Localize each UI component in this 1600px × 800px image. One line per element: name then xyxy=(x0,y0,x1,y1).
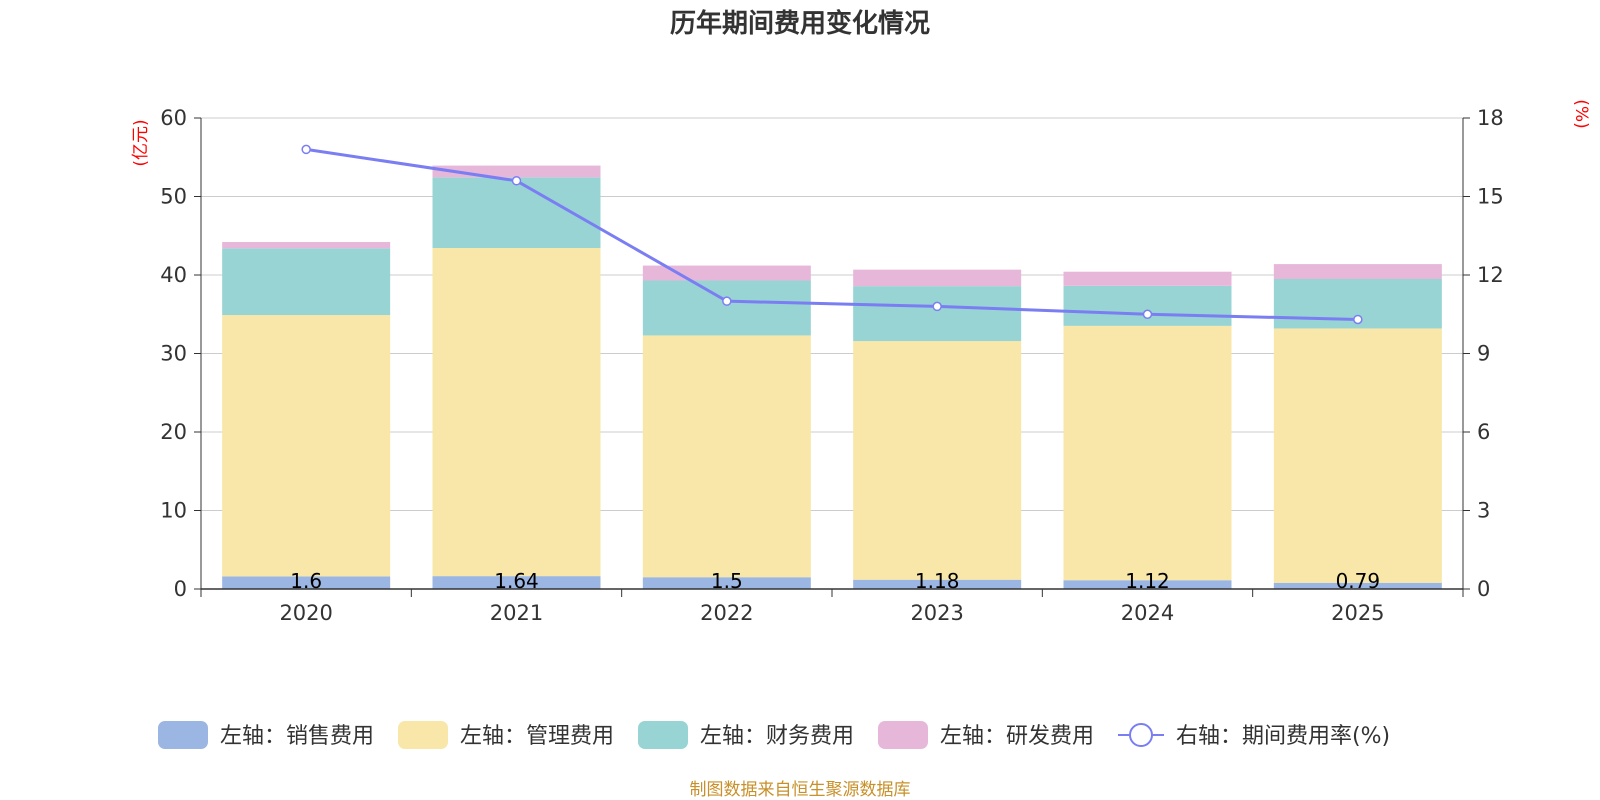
axes: 0 10 20 30 40 50 60 0 3 6 9 12 15 18 2020 2021 2022 2023 2… xyxy=(160,106,1503,625)
bar-segment xyxy=(222,576,391,589)
rate-point xyxy=(932,301,942,312)
bar-segment xyxy=(642,577,811,589)
bar-segment xyxy=(432,177,601,248)
right-axis-unit: (%) xyxy=(1571,99,1591,128)
left-tick-label: 40 xyxy=(160,263,187,287)
bar-segment xyxy=(222,315,391,577)
source-note: 制图数据来自恒生聚源数据库 xyxy=(690,780,911,800)
bar-segment xyxy=(853,341,1022,580)
x-tick-label: 2025 xyxy=(1331,601,1384,625)
bar-segment xyxy=(432,247,601,577)
rate-point xyxy=(722,296,732,306)
bar-segment xyxy=(222,242,391,249)
left-tick-label: 10 xyxy=(160,499,187,523)
x-tick-label: 2020 xyxy=(279,601,332,625)
right-tick-label: 15 xyxy=(1477,185,1504,209)
bar-segment xyxy=(853,579,1022,589)
bar-stacks xyxy=(222,165,1442,589)
right-tick-label: 12 xyxy=(1477,263,1504,287)
left-tick-label: 20 xyxy=(160,420,187,444)
left-tick-label: 30 xyxy=(160,342,187,366)
bar-segment xyxy=(222,248,391,316)
right-tick-label: 3 xyxy=(1477,499,1490,523)
bar-segment xyxy=(853,286,1022,342)
legend-label: 左轴：研发费用 xyxy=(940,724,1094,749)
x-tick-label: 2021 xyxy=(490,601,543,625)
right-tick-label: 18 xyxy=(1477,106,1504,130)
legend-label: 左轴：销售费用 xyxy=(220,724,374,749)
rate-point xyxy=(511,176,522,186)
left-axis-unit: (亿元) xyxy=(131,119,151,166)
right-tick-label: 0 xyxy=(1477,577,1490,601)
legend-label: 左轴：财务费用 xyxy=(700,724,854,749)
legend-circle-marker xyxy=(1129,723,1153,747)
x-tick-label: 2023 xyxy=(910,601,963,625)
legend-label: 右轴：期间费用率(%) xyxy=(1176,724,1390,749)
bar-segment xyxy=(1273,264,1442,280)
bar-segment xyxy=(432,576,601,589)
legend-swatch xyxy=(878,721,928,749)
legend-label: 左轴：管理费用 xyxy=(460,724,614,749)
left-tick-label: 50 xyxy=(160,185,187,209)
legend: 左轴：销售费用 左轴：管理费用 左轴：财务费用 左轴：研发费用 右轴：期间费用率(%) xyxy=(158,721,1390,749)
right-tick-label: 6 xyxy=(1477,420,1490,444)
bar-segment xyxy=(1063,325,1232,581)
expense-rate-line xyxy=(301,144,1363,325)
legend-swatch xyxy=(158,721,208,749)
grid-lines xyxy=(201,117,1463,511)
legend-swatch xyxy=(638,721,688,749)
chart-title: 历年期间费用变化情况 xyxy=(670,8,930,39)
rate-point xyxy=(1353,314,1363,325)
right-tick-label: 9 xyxy=(1477,342,1490,366)
bar-segment xyxy=(642,280,811,336)
bar-segment xyxy=(642,335,811,578)
bar-segment xyxy=(1063,580,1232,589)
bar-segment xyxy=(1273,328,1442,583)
x-tick-label: 2024 xyxy=(1121,601,1174,625)
bar-segment xyxy=(853,269,1022,287)
bar-segment xyxy=(1273,582,1442,589)
bar-segment xyxy=(432,165,601,178)
rate-line xyxy=(305,147,1358,321)
bar-segment xyxy=(1063,271,1232,286)
x-tick-label: 2022 xyxy=(700,601,753,625)
rate-point xyxy=(301,144,311,155)
bar-segment xyxy=(1063,285,1232,326)
left-tick-label: 0 xyxy=(174,577,187,601)
left-tick-label: 60 xyxy=(160,106,187,130)
rate-point xyxy=(1142,309,1153,319)
legend-swatch xyxy=(398,721,448,749)
